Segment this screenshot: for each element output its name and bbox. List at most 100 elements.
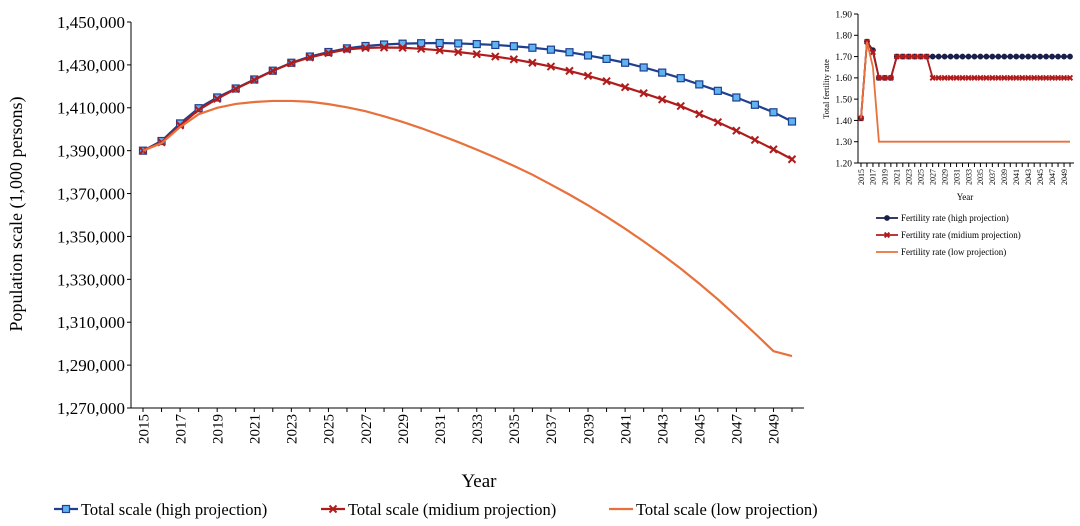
data-point bbox=[1066, 74, 1074, 81]
data-point bbox=[899, 53, 906, 60]
x-tick-label: 2039 bbox=[581, 414, 597, 444]
data-point bbox=[953, 74, 960, 81]
data-point bbox=[1001, 74, 1008, 81]
legend-entry: Fertility rate (high projection) bbox=[901, 213, 1009, 223]
x-tick-label: 2045 bbox=[693, 414, 709, 444]
data-point bbox=[1067, 53, 1073, 60]
data-point bbox=[658, 68, 667, 77]
data-point bbox=[941, 53, 948, 60]
data-point bbox=[983, 74, 990, 81]
data-point bbox=[1019, 74, 1026, 81]
y-tick-label: 1.60 bbox=[835, 74, 852, 84]
x-axis-title: Year bbox=[461, 471, 497, 492]
data-point bbox=[435, 46, 444, 55]
data-point bbox=[750, 135, 760, 145]
legend-marker bbox=[328, 504, 338, 514]
data-point bbox=[947, 53, 954, 60]
y-tick-label: 1.50 bbox=[835, 95, 852, 105]
x-tick-label: 2025 bbox=[917, 169, 926, 185]
data-point bbox=[583, 71, 593, 81]
x-tick-label: 2021 bbox=[248, 414, 264, 444]
data-point bbox=[231, 84, 240, 94]
data-point bbox=[509, 55, 519, 64]
inset-chart: 1.20 1.30 1.40 1.50 1.60 1.70 1.80 1.90 2015 2017… bbox=[821, 10, 1074, 257]
data-point bbox=[1048, 74, 1056, 81]
y-tick-label: 1.30 bbox=[835, 138, 852, 148]
x-tick-label: 2015 bbox=[136, 414, 152, 444]
x-tick-label: 2027 bbox=[928, 169, 937, 185]
data-point bbox=[472, 39, 481, 49]
data-point bbox=[1007, 53, 1014, 60]
x-tick-label: 2023 bbox=[285, 414, 301, 444]
data-point bbox=[929, 53, 936, 60]
data-point bbox=[676, 101, 685, 111]
data-point bbox=[971, 53, 978, 60]
x-tick-label: 2029 bbox=[396, 414, 412, 444]
data-point bbox=[1043, 74, 1050, 81]
y-tick-label: 1,330,000 bbox=[57, 270, 125, 289]
data-point bbox=[1060, 74, 1068, 81]
data-point bbox=[417, 39, 426, 48]
data-point bbox=[977, 53, 984, 60]
data-point bbox=[941, 74, 948, 81]
data-point bbox=[1055, 53, 1061, 60]
data-point bbox=[911, 53, 918, 60]
data-point bbox=[917, 53, 924, 60]
legend-entry: Total scale (high projection) bbox=[81, 500, 267, 519]
series-3 bbox=[860, 41, 1070, 143]
data-point bbox=[602, 76, 611, 86]
data-point bbox=[935, 74, 942, 81]
x-tick-label: 2025 bbox=[322, 414, 338, 444]
y-tick-label: 1,430,000 bbox=[57, 56, 125, 75]
data-point bbox=[905, 53, 912, 60]
y-axis-title: Total fertility rate bbox=[821, 59, 831, 119]
data-point bbox=[565, 48, 574, 57]
x-tick-label: 2035 bbox=[507, 414, 523, 444]
data-point bbox=[620, 82, 630, 92]
data-point bbox=[929, 74, 936, 81]
x-tick-label: 2023 bbox=[905, 169, 914, 185]
data-point bbox=[621, 58, 630, 67]
x-tick-label: 2029 bbox=[940, 169, 949, 185]
data-point bbox=[947, 74, 954, 81]
x-tick-label: 2049 bbox=[1060, 169, 1069, 185]
data-point bbox=[695, 80, 704, 89]
main-chart: 1,270,000 1,290,000 1,310,000 1,330,000 1,35… bbox=[6, 13, 818, 519]
y-tick-label: 1.20 bbox=[835, 159, 852, 169]
data-point bbox=[454, 39, 463, 48]
data-point bbox=[472, 49, 481, 59]
data-point bbox=[546, 62, 556, 71]
data-point bbox=[305, 53, 315, 62]
x-tick-label: 2047 bbox=[1048, 169, 1057, 185]
data-point bbox=[965, 53, 972, 60]
data-point bbox=[995, 74, 1002, 81]
data-point bbox=[491, 40, 500, 50]
data-point bbox=[769, 145, 778, 154]
legend-entry: Fertility rate (low projection) bbox=[901, 247, 1006, 257]
legend-entry: Total scale (low projection) bbox=[636, 500, 818, 519]
data-point bbox=[1031, 53, 1038, 60]
x-tick-label: 2019 bbox=[881, 169, 890, 185]
data-point bbox=[565, 66, 574, 76]
data-point bbox=[989, 53, 996, 60]
data-point bbox=[965, 74, 972, 81]
data-point bbox=[1054, 74, 1062, 81]
x-tick-label: 2037 bbox=[988, 169, 997, 185]
data-point bbox=[639, 63, 648, 72]
y-tick-label: 1,290,000 bbox=[57, 356, 125, 375]
data-point bbox=[676, 74, 685, 83]
data-point bbox=[250, 75, 259, 85]
legend-entry: Fertility rate (midium projection) bbox=[901, 230, 1021, 240]
data-point bbox=[1013, 53, 1020, 60]
series-1 bbox=[138, 38, 797, 155]
x-tick-label: 2019 bbox=[210, 414, 226, 444]
y-tick-label: 1,350,000 bbox=[57, 227, 125, 246]
data-point bbox=[435, 38, 444, 48]
x-tick-label: 2041 bbox=[1012, 169, 1021, 185]
data-point bbox=[989, 74, 996, 81]
data-point bbox=[509, 42, 518, 51]
x-tick-label: 2049 bbox=[767, 414, 783, 444]
y-tick-label: 1,450,000 bbox=[57, 13, 125, 32]
main-legend: Total scale (high projection) Total scale… bbox=[54, 500, 818, 519]
